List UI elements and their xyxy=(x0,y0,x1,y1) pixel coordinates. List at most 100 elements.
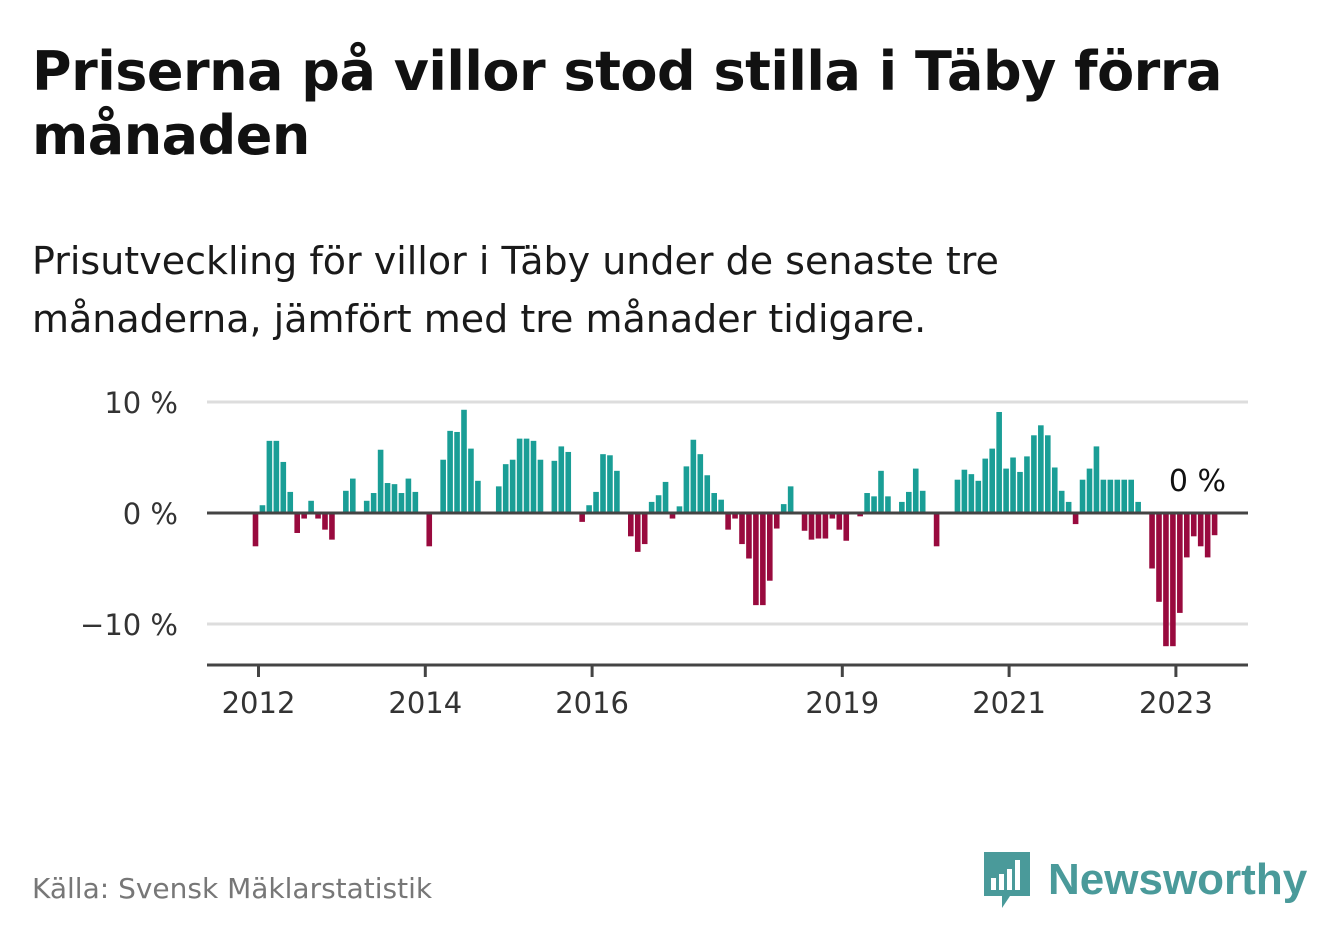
bar xyxy=(301,513,307,519)
brand-name: Newsworthy xyxy=(1048,855,1308,904)
y-tick-label: −10 % xyxy=(80,608,178,642)
bar xyxy=(516,438,523,513)
bar xyxy=(1031,435,1037,513)
bar xyxy=(1010,457,1016,513)
bar xyxy=(259,505,266,513)
bar xyxy=(530,440,537,513)
bar xyxy=(266,440,273,513)
bar xyxy=(919,490,926,513)
bar xyxy=(767,513,773,581)
bar xyxy=(780,504,787,513)
bars xyxy=(252,409,1218,647)
bar xyxy=(468,448,474,513)
bar xyxy=(933,513,940,547)
bar xyxy=(1197,513,1204,547)
bar xyxy=(975,480,982,513)
bar xyxy=(669,513,676,519)
bar xyxy=(1065,501,1072,513)
bar xyxy=(322,513,328,530)
bar xyxy=(676,506,683,513)
bar xyxy=(718,499,724,513)
bar xyxy=(697,454,704,513)
bar xyxy=(655,495,662,513)
bar xyxy=(475,480,481,513)
bar xyxy=(801,513,808,531)
bar xyxy=(864,493,870,513)
bar xyxy=(1177,513,1183,613)
bar xyxy=(996,411,1002,513)
bar xyxy=(329,513,335,540)
bar xyxy=(760,513,766,606)
bar xyxy=(558,446,565,513)
bar xyxy=(906,491,912,513)
bar xyxy=(787,486,794,513)
bar xyxy=(1045,435,1051,513)
bar xyxy=(746,513,752,559)
bar xyxy=(1051,467,1058,513)
bar xyxy=(551,460,558,513)
bar xyxy=(495,486,502,513)
bar xyxy=(725,513,731,530)
bar xyxy=(961,469,968,513)
bar xyxy=(1072,513,1079,525)
bar xyxy=(1093,446,1100,513)
bar xyxy=(1107,479,1114,513)
bar xyxy=(579,513,585,522)
bar xyxy=(1184,513,1190,558)
bar xyxy=(1190,513,1197,537)
bar xyxy=(628,513,634,537)
bar xyxy=(641,513,648,545)
bar xyxy=(502,464,509,513)
bar xyxy=(1079,479,1086,513)
bar xyxy=(683,466,690,513)
bar xyxy=(732,513,738,519)
bar xyxy=(370,493,377,513)
bar xyxy=(308,500,314,513)
bar xyxy=(600,454,606,513)
bar xyxy=(822,513,829,539)
bar xyxy=(1003,468,1009,513)
bar xyxy=(565,451,572,513)
bar xyxy=(447,430,453,513)
bar xyxy=(384,483,391,513)
bar xyxy=(391,484,398,513)
x-tick-label: 2014 xyxy=(388,686,462,720)
bar xyxy=(426,513,433,547)
bar xyxy=(287,491,294,513)
bar xyxy=(878,470,884,513)
bar xyxy=(1156,513,1162,602)
x-tick-label: 2016 xyxy=(555,686,629,720)
bar xyxy=(280,461,287,513)
bar xyxy=(843,513,850,541)
y-tick-label: 0 % xyxy=(123,497,178,531)
bar xyxy=(711,493,717,513)
bar xyxy=(363,500,370,513)
bar xyxy=(815,513,822,539)
bar xyxy=(1163,513,1169,647)
bar xyxy=(509,459,516,513)
axes xyxy=(207,511,1248,677)
bar xyxy=(871,496,877,513)
bar xyxy=(648,501,655,513)
bar xyxy=(982,458,989,513)
bar xyxy=(273,440,280,513)
bar xyxy=(1211,513,1218,536)
bar xyxy=(899,501,905,513)
bar xyxy=(593,491,599,513)
brand-logo[interactable]: Newsworthy xyxy=(980,848,1307,912)
bar xyxy=(857,513,863,517)
bar xyxy=(662,481,669,513)
bar xyxy=(537,459,544,513)
bar xyxy=(294,513,300,533)
bar xyxy=(1204,513,1211,558)
bar xyxy=(252,513,259,547)
bar xyxy=(461,409,467,513)
bar xyxy=(885,496,891,513)
bar xyxy=(829,513,836,519)
bar xyxy=(1086,468,1093,513)
bar xyxy=(968,474,975,513)
bar xyxy=(690,439,697,513)
bar xyxy=(405,478,412,513)
bar xyxy=(315,513,321,519)
bar xyxy=(586,505,592,513)
